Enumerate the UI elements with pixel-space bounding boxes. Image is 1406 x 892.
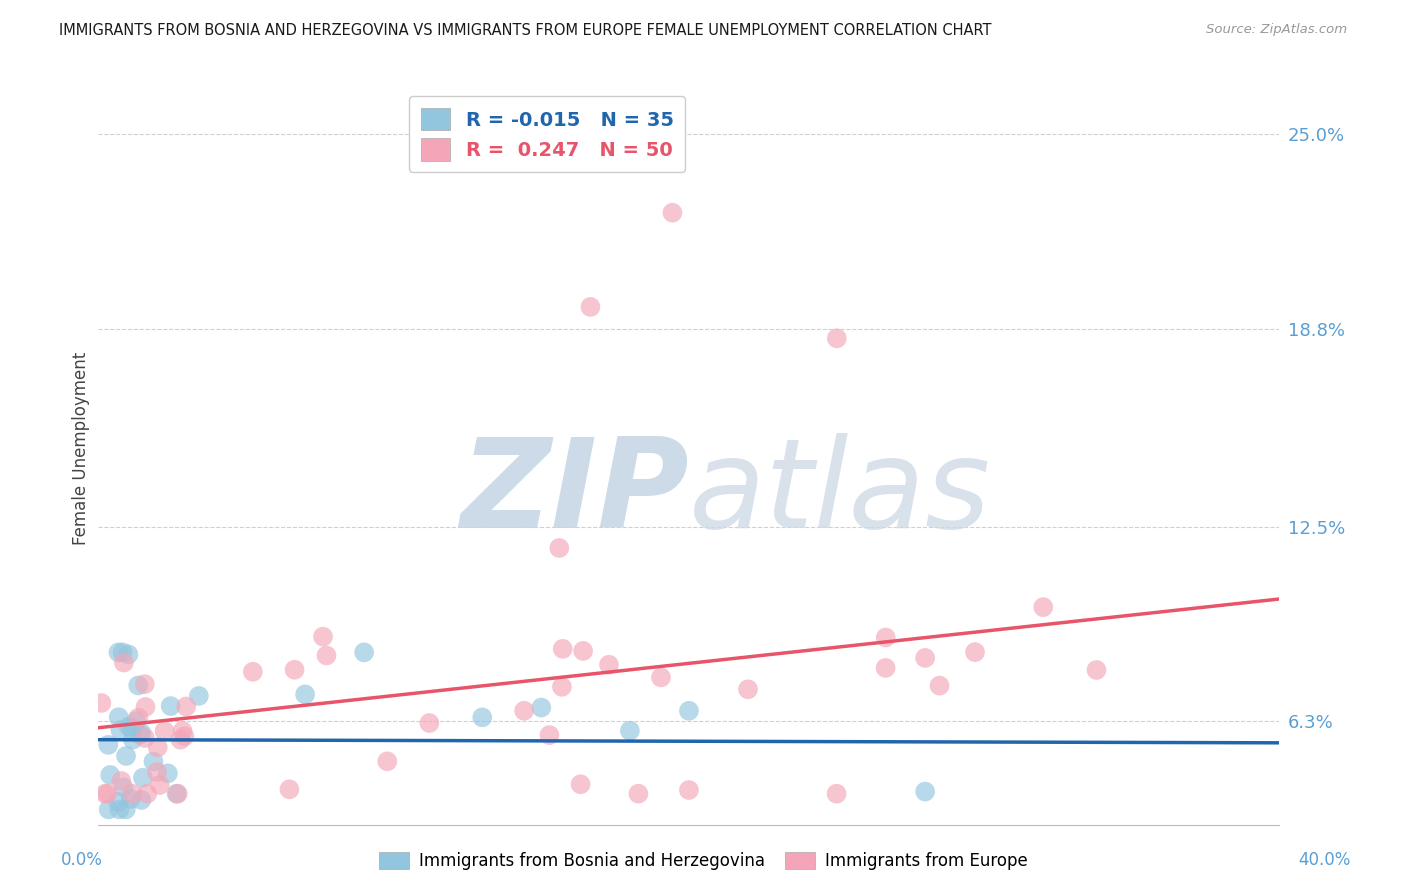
Point bbox=[121, 732, 143, 747]
Point bbox=[551, 680, 574, 694]
Point bbox=[928, 679, 950, 693]
Point bbox=[418, 716, 440, 731]
Point bbox=[153, 724, 176, 739]
Point bbox=[166, 787, 188, 801]
Point bbox=[914, 784, 936, 798]
Point bbox=[110, 723, 132, 738]
Text: 40.0%: 40.0% bbox=[1298, 851, 1351, 869]
Point bbox=[825, 787, 848, 801]
Point bbox=[120, 792, 142, 806]
Text: atlas: atlas bbox=[689, 433, 991, 554]
Point bbox=[98, 768, 121, 782]
Point bbox=[1032, 600, 1054, 615]
Point bbox=[283, 663, 305, 677]
Point bbox=[678, 704, 700, 718]
Point bbox=[115, 749, 138, 764]
Point bbox=[127, 711, 149, 725]
Point bbox=[242, 665, 264, 679]
Point bbox=[172, 723, 194, 738]
Point bbox=[96, 787, 118, 801]
Point bbox=[142, 755, 165, 769]
Point bbox=[131, 726, 153, 740]
Point bbox=[146, 740, 169, 755]
Text: ZIP: ZIP bbox=[460, 433, 689, 554]
Point bbox=[169, 732, 191, 747]
Text: 0.0%: 0.0% bbox=[60, 851, 103, 869]
Legend: Immigrants from Bosnia and Herzegovina, Immigrants from Europe: Immigrants from Bosnia and Herzegovina, … bbox=[373, 845, 1033, 877]
Point bbox=[569, 777, 592, 791]
Point bbox=[111, 645, 134, 659]
Point bbox=[146, 764, 169, 779]
Point bbox=[619, 723, 641, 738]
Point bbox=[1085, 663, 1108, 677]
Point bbox=[112, 656, 135, 670]
Point bbox=[963, 645, 986, 659]
Point bbox=[121, 722, 143, 736]
Point bbox=[551, 641, 574, 656]
Point bbox=[737, 682, 759, 697]
Point bbox=[315, 648, 337, 663]
Point bbox=[117, 648, 139, 662]
Point bbox=[678, 783, 700, 797]
Point bbox=[312, 630, 335, 644]
Point bbox=[134, 731, 156, 745]
Point bbox=[149, 778, 172, 792]
Point bbox=[97, 738, 120, 752]
Point bbox=[471, 710, 494, 724]
Point bbox=[278, 782, 301, 797]
Point bbox=[530, 700, 553, 714]
Point bbox=[110, 774, 132, 789]
Point bbox=[121, 787, 143, 801]
Legend: R = -0.015   N = 35, R =  0.247   N = 50: R = -0.015 N = 35, R = 0.247 N = 50 bbox=[409, 96, 685, 172]
Point bbox=[94, 787, 117, 801]
Point bbox=[579, 300, 602, 314]
Text: Source: ZipAtlas.com: Source: ZipAtlas.com bbox=[1206, 23, 1347, 37]
Point bbox=[513, 704, 536, 718]
Point bbox=[134, 700, 156, 714]
Point bbox=[598, 657, 620, 672]
Point bbox=[174, 699, 197, 714]
Point bbox=[825, 331, 848, 345]
Point bbox=[661, 205, 683, 219]
Point bbox=[548, 541, 571, 555]
Point bbox=[875, 661, 897, 675]
Point bbox=[353, 645, 375, 659]
Point bbox=[156, 766, 179, 780]
Point bbox=[875, 631, 897, 645]
Point bbox=[538, 728, 561, 742]
Point bbox=[166, 787, 188, 801]
Point bbox=[375, 754, 398, 768]
Point bbox=[107, 645, 129, 659]
Point bbox=[114, 802, 136, 816]
Point bbox=[136, 787, 159, 801]
Y-axis label: Female Unemployment: Female Unemployment bbox=[72, 351, 90, 545]
Point bbox=[132, 771, 155, 785]
Point bbox=[159, 699, 181, 714]
Point bbox=[107, 795, 129, 809]
Point bbox=[627, 787, 650, 801]
Point bbox=[134, 677, 156, 691]
Point bbox=[90, 696, 112, 710]
Point bbox=[650, 670, 672, 684]
Point bbox=[173, 729, 195, 743]
Point bbox=[125, 714, 148, 728]
Point bbox=[97, 802, 120, 816]
Point bbox=[187, 689, 209, 703]
Point bbox=[118, 720, 141, 734]
Point bbox=[294, 687, 316, 701]
Point bbox=[107, 710, 129, 724]
Point bbox=[914, 651, 936, 665]
Point bbox=[572, 644, 595, 658]
Point bbox=[127, 678, 149, 692]
Text: IMMIGRANTS FROM BOSNIA AND HERZEGOVINA VS IMMIGRANTS FROM EUROPE FEMALE UNEMPLOY: IMMIGRANTS FROM BOSNIA AND HERZEGOVINA V… bbox=[59, 23, 991, 38]
Point bbox=[108, 802, 131, 816]
Point bbox=[131, 793, 153, 807]
Point bbox=[128, 727, 150, 741]
Point bbox=[112, 780, 135, 795]
